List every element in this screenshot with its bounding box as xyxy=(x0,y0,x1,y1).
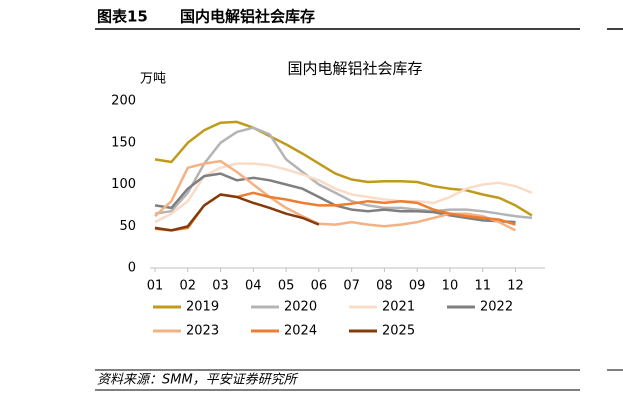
y-tick-label: 0 xyxy=(128,261,136,276)
x-tick-label: 06 xyxy=(311,279,328,294)
chart-title: 国内电解铝社会库存 xyxy=(287,60,422,78)
series-line xyxy=(154,193,320,232)
y-tick-label: 50 xyxy=(119,219,136,234)
source: 资料来源：SMM，平安证券研究所 xyxy=(97,372,299,388)
x-tick-label: 08 xyxy=(376,279,393,294)
header-title: 国内电解铝社会库存 xyxy=(180,8,315,26)
x-tick-label: 10 xyxy=(442,279,459,294)
series-line xyxy=(154,120,533,217)
y-tick-label: 200 xyxy=(111,94,136,109)
legend-label: 2023 xyxy=(186,324,219,339)
x-tick-label: 04 xyxy=(245,279,262,294)
x-tick-label: 12 xyxy=(507,279,524,294)
series-line xyxy=(154,126,533,220)
x-tick-label: 09 xyxy=(409,279,426,294)
x-tick-label: 11 xyxy=(474,279,491,294)
y-tick-label: 150 xyxy=(111,135,136,150)
legend-label: 2022 xyxy=(480,300,513,315)
legend-label: 2020 xyxy=(284,300,317,315)
x-tick-label: 03 xyxy=(212,279,229,294)
series-line xyxy=(154,162,533,224)
x-tick-label: 01 xyxy=(147,279,164,294)
y-tick-label: 100 xyxy=(111,177,136,192)
series-line xyxy=(154,159,517,232)
legend-label: 2024 xyxy=(284,324,317,339)
legend-label: 2025 xyxy=(382,324,415,339)
x-tick-label: 05 xyxy=(278,279,295,294)
legend-label: 2021 xyxy=(382,300,415,315)
y-unit: 万吨 xyxy=(140,72,166,87)
legend-label: 2019 xyxy=(186,300,219,315)
x-tick-label: 07 xyxy=(343,279,360,294)
x-tick-label: 02 xyxy=(179,279,196,294)
header-label: 图表15 xyxy=(97,8,148,26)
